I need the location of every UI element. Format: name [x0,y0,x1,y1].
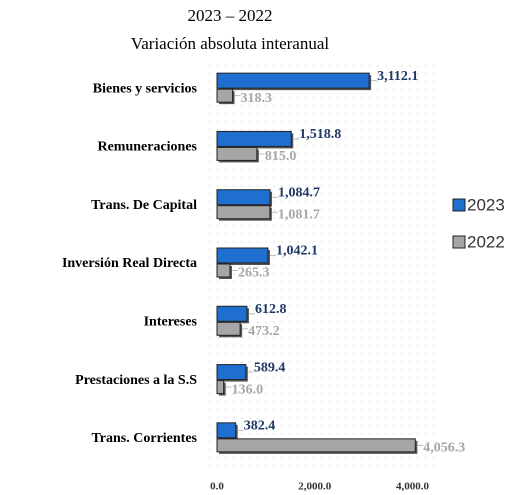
bar [216,422,237,439]
bar [216,247,269,264]
subtitle: Variación absoluta interanual [131,34,330,53]
data-label: 815.0 [265,149,297,164]
data-label: 318.3 [241,91,273,106]
category-label: Prestaciones a la S.S [75,373,197,388]
data-label: 612.8 [255,302,287,317]
bar [216,72,370,89]
bar [216,438,416,453]
bar [216,305,248,322]
category-label: Trans. De Capital [91,198,197,213]
bar [216,189,271,206]
bar [216,364,247,381]
x-tick-label: 0.0 [210,481,224,493]
legend-label: 2022 [467,232,505,251]
category-label: Intereses [144,315,198,330]
category-label: Remuneraciones [97,140,197,155]
category-label: Inversión Real Directa [62,256,197,271]
x-tick-label: 2,000.0 [298,481,332,493]
bar [216,321,241,336]
category-label: Bienes y servicios [93,81,198,96]
data-label: 473.2 [248,324,280,339]
bar [216,130,292,147]
bar [216,380,225,395]
bar [216,88,234,103]
data-label: 3,112.1 [377,69,418,84]
legend-swatch [452,198,466,212]
data-label: 1,081.7 [278,207,320,222]
data-label: 589.4 [254,360,286,375]
data-label: 265.3 [238,266,270,281]
legend-swatch [452,235,466,249]
bar [216,205,271,220]
subtitle: 2023 – 2022 [188,6,273,25]
bar [216,263,231,278]
category-label: Trans. Corrientes [92,431,198,446]
data-label: 1,042.1 [276,244,318,259]
data-label: 136.0 [232,382,264,397]
legend-label: 2023 [467,195,505,214]
data-label: 4,056.3 [423,441,465,456]
data-label: 1,084.7 [278,185,320,200]
x-tick-label: 4,000.0 [396,481,430,493]
bar [216,146,258,161]
data-label: 382.4 [244,419,276,434]
data-label: 1,518.8 [299,127,341,142]
